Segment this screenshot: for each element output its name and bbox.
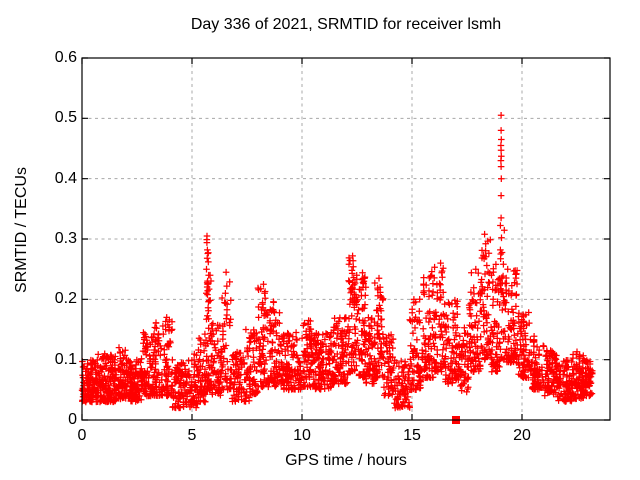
y-tick-label: 0.4 (54, 169, 77, 187)
y-tick-label: 0.1 (54, 350, 77, 368)
chart-title: Day 336 of 2021, SRMTID for receiver lsm… (190, 16, 502, 33)
y-tick-label: 0.2 (54, 290, 77, 308)
y-tick-label: 0 (68, 411, 77, 428)
x-tick-label: 5 (187, 427, 197, 444)
plot-border (81, 57, 611, 421)
x-tick-label: 15 (403, 427, 421, 444)
y-tick-label: 0.6 (54, 49, 77, 66)
x-tick-label: 20 (513, 427, 531, 444)
y-tick-label: 0.5 (54, 109, 77, 127)
x-axis-label: GPS time / hours (285, 452, 407, 469)
y-tick-label: 0.3 (54, 230, 77, 247)
x-tick-label: 10 (293, 427, 311, 444)
scatter-points (78, 112, 596, 412)
x-tick-label: 0 (77, 427, 87, 444)
